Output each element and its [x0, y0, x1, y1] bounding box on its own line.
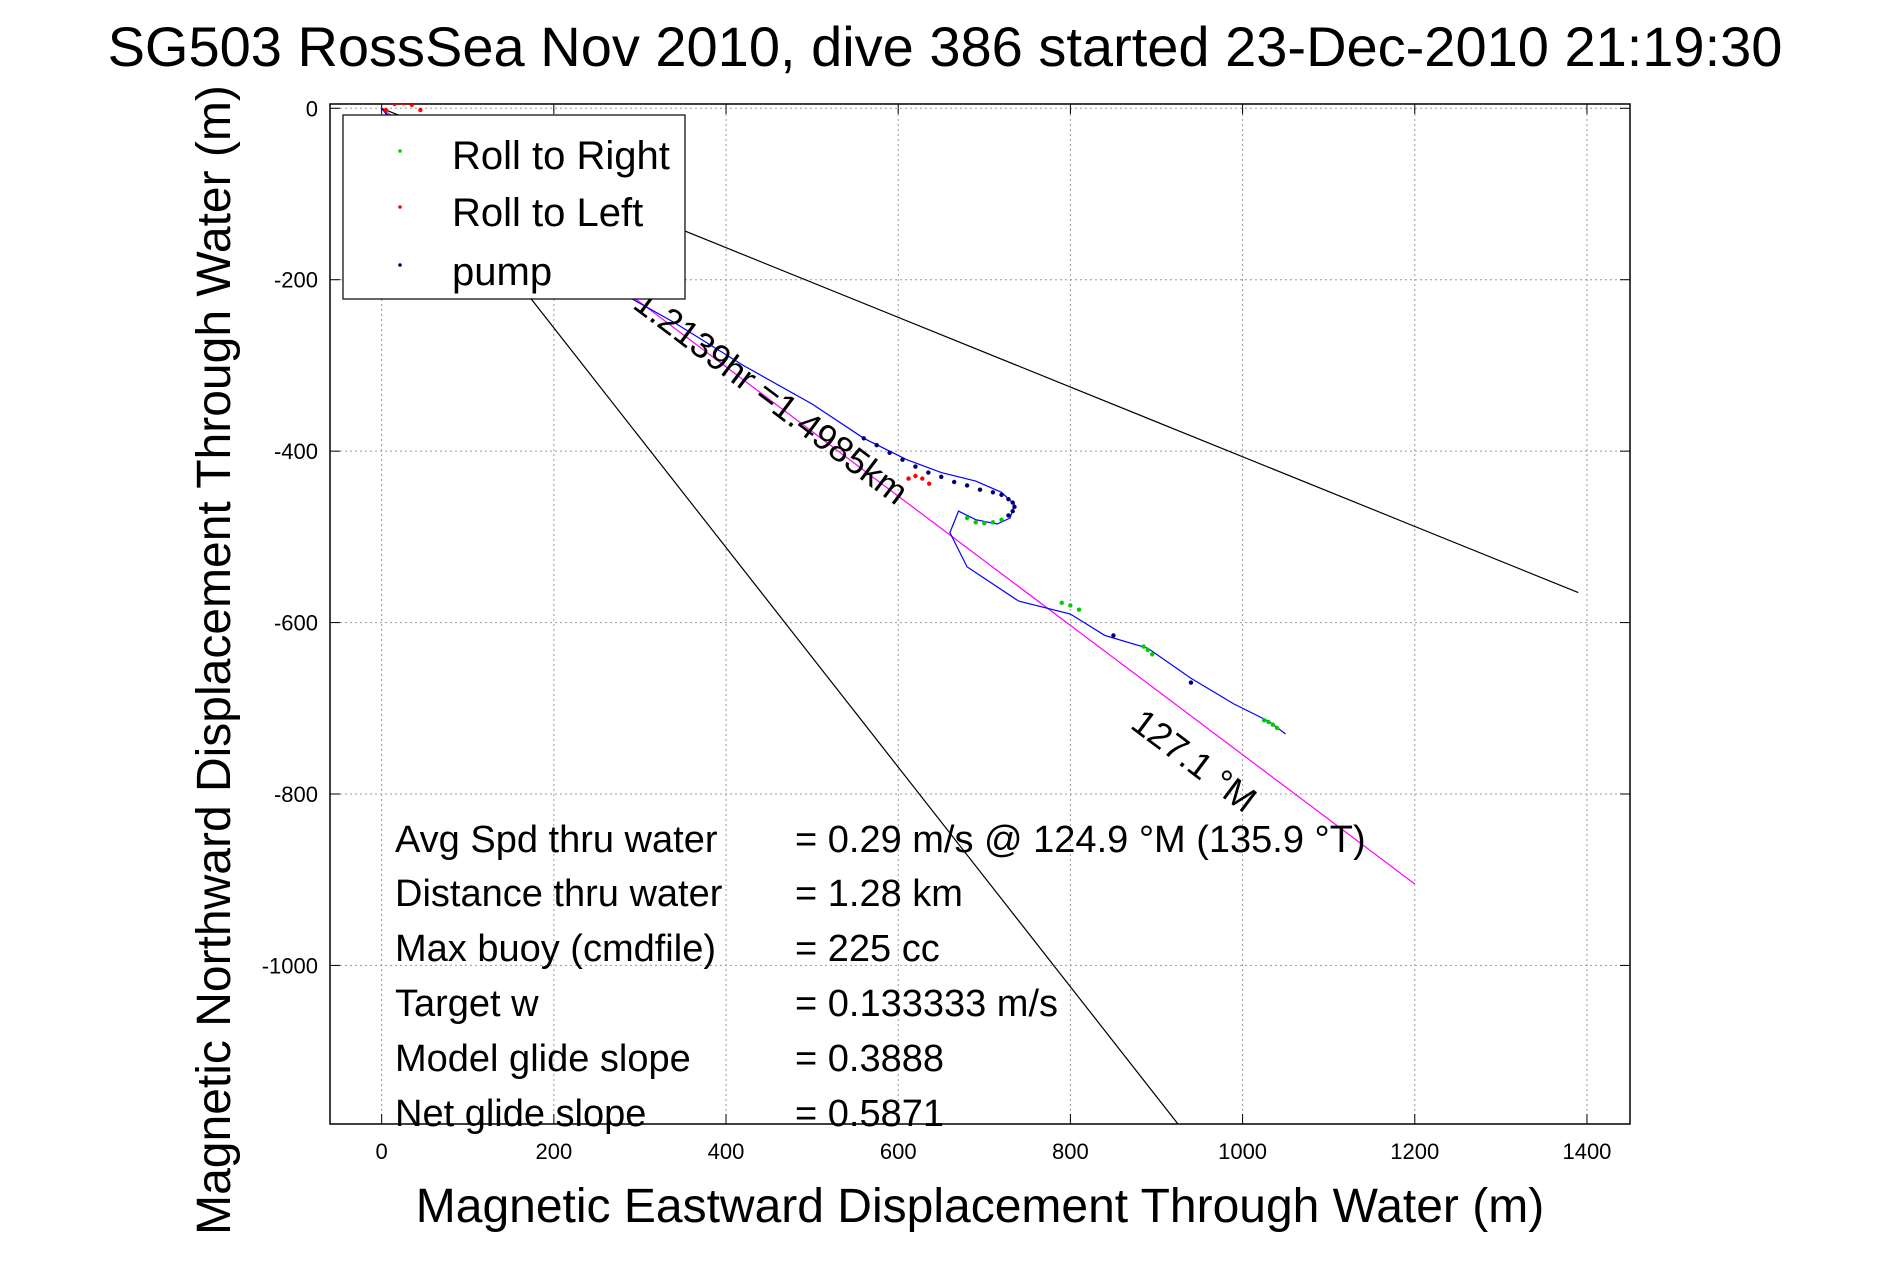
roll-right-point: [999, 517, 1004, 522]
pump-point: [861, 436, 866, 441]
stat-value: = 0.5871: [795, 1093, 944, 1135]
legend-label-roll-right: Roll to Right: [452, 134, 670, 178]
pump-point: [939, 474, 944, 480]
roll-right-point: [1145, 647, 1151, 653]
x-axis-label: Magnetic Eastward Displacement Through W…: [416, 1180, 1544, 1233]
legend: Roll to Right Roll to Left pump: [342, 114, 686, 300]
roll-right-point: [1059, 600, 1064, 606]
pump-point: [951, 479, 957, 485]
roll-right-point: [1149, 652, 1155, 657]
legend-marker-roll-left: [398, 205, 402, 209]
y-tick-label: -800: [274, 782, 318, 807]
roll-right-point: [990, 520, 996, 525]
x-ticks: 0 200 400 600 800 1000 1200 1400: [376, 104, 1611, 1164]
pump-point: [926, 470, 931, 475]
roll-left-point: [383, 107, 389, 113]
pump-point: [1010, 508, 1015, 514]
pump-point: [887, 450, 892, 456]
pump-point: [999, 492, 1004, 498]
roll-left-point: [906, 476, 911, 481]
x-tick-label: 600: [880, 1139, 917, 1164]
stat-label: Distance thru water: [395, 873, 723, 915]
roll-right-point: [973, 520, 978, 525]
y-tick-label: -400: [274, 439, 318, 464]
stat-value: = 0.29 m/s @ 124.9 °M (135.9 °T): [795, 819, 1366, 861]
pump-point: [977, 487, 983, 492]
stat-value: = 0.3888: [795, 1038, 944, 1080]
roll-left-point: [927, 481, 932, 486]
pump-point: [1010, 500, 1015, 505]
stat-label: Net glide slope: [395, 1093, 646, 1135]
legend-label-pump: pump: [452, 250, 552, 294]
pump-point: [990, 490, 996, 495]
stats-block: Avg Spd thru water = 0.29 m/s @ 124.9 °M…: [395, 819, 1366, 1135]
roll-right-point: [1141, 644, 1146, 649]
pump-point: [1012, 504, 1017, 510]
roll-left-point: [401, 104, 406, 106]
markers: [383, 104, 1280, 731]
roll-left-point: [418, 107, 423, 113]
roll-right-point: [1270, 722, 1275, 727]
roll-left-point: [409, 104, 414, 108]
x-tick-label: 800: [1052, 1139, 1089, 1164]
pump-point: [1006, 513, 1011, 518]
x-tick-label: 1000: [1218, 1139, 1267, 1164]
y-tick-label: -200: [274, 268, 318, 293]
roll-right-point: [1266, 719, 1271, 725]
pump-point: [874, 442, 879, 448]
roll-right-point: [982, 520, 987, 526]
legend-marker-pump: [398, 263, 402, 267]
roll-left-point: [913, 473, 918, 479]
roll-right-point: [1068, 603, 1073, 608]
pump-point: [913, 464, 918, 469]
chart-title: SG503 RossSea Nov 2010, dive 386 started…: [108, 15, 1783, 78]
pump-point: [964, 483, 970, 488]
y-tick-label: -600: [274, 611, 318, 636]
y-tick-label: -1000: [262, 953, 318, 978]
roll-left-point: [920, 476, 925, 481]
x-tick-label: 200: [535, 1139, 572, 1164]
y-ticks: 0 -200 -400 -600 -800 -1000: [262, 96, 1630, 978]
legend-label-roll-left: Roll to Left: [452, 191, 643, 235]
legend-marker-roll-right: [398, 149, 402, 153]
stat-label: Avg Spd thru water: [395, 819, 718, 861]
roll-left-point: [392, 104, 397, 107]
stat-label: Target w: [395, 983, 539, 1025]
stat-label: Model glide slope: [395, 1038, 691, 1080]
pump-point: [900, 457, 905, 462]
pump-point: [1111, 633, 1116, 638]
x-tick-label: 1200: [1390, 1139, 1439, 1164]
pump-point: [1006, 496, 1011, 502]
roll-right-point: [1261, 718, 1267, 723]
x-tick-label: 1400: [1562, 1139, 1611, 1164]
stat-value: = 0.133333 m/s: [795, 983, 1058, 1025]
stat-value: = 1.28 km: [795, 873, 963, 915]
y-tick-label: 0: [306, 96, 318, 121]
roll-right-point: [964, 515, 970, 521]
stat-label: Max buoy (cmdfile): [395, 928, 716, 970]
pump-point: [1188, 680, 1194, 685]
y-axis-label: Magnetic Northward Displacement Through …: [188, 85, 241, 1235]
roll-right-point: [1076, 607, 1082, 612]
roll-right-point: [1274, 725, 1280, 731]
x-tick-label: 0: [376, 1139, 388, 1164]
stat-value: = 225 cc: [795, 928, 940, 970]
x-tick-label: 400: [708, 1139, 745, 1164]
